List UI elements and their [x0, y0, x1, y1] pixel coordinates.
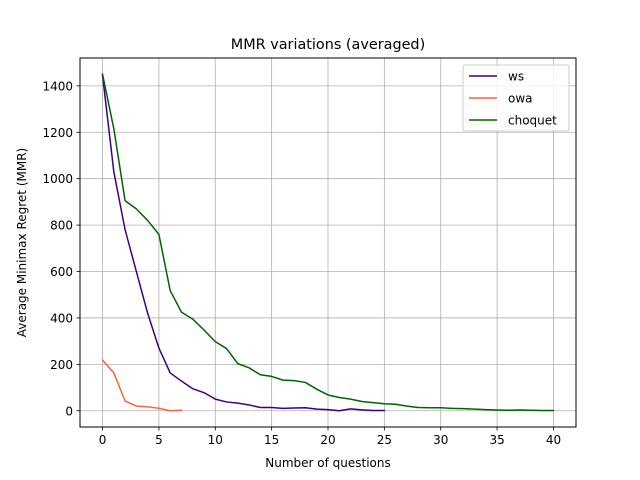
legend-label-owa: owa — [508, 92, 533, 106]
series-line-choquet — [101, 73, 555, 412]
y-tick-label: 1400 — [42, 79, 73, 93]
y-axis: 0 200 400 600 800 1000 1200 1400 — [42, 79, 80, 418]
y-tick-label: 0 — [65, 404, 73, 418]
y-tick-label: 1000 — [42, 172, 73, 186]
x-tick-label: 25 — [377, 433, 392, 447]
x-tick-label: 30 — [433, 433, 448, 447]
series-lines — [101, 73, 555, 412]
x-tick-label: 10 — [208, 433, 223, 447]
x-axis-title: Number of questions — [265, 456, 391, 470]
legend: ws owa choquet — [462, 64, 570, 132]
legend-label-ws: ws — [508, 70, 524, 84]
x-tick-label: 5 — [155, 433, 163, 447]
legend-label-choquet: choquet — [508, 114, 557, 128]
y-tick-label: 400 — [50, 311, 73, 325]
x-tick-label: 0 — [99, 433, 107, 447]
y-axis-title: Average Minimax Regret (MMR) — [15, 148, 29, 337]
x-tick-label: 35 — [489, 433, 504, 447]
series-line-ws — [101, 74, 386, 412]
x-axis: 0 5 10 15 20 25 30 35 40 — [99, 427, 561, 447]
x-tick-label: 20 — [320, 433, 335, 447]
chart-title: MMR variations (averaged) — [231, 37, 425, 53]
series-line-owa — [101, 359, 183, 412]
y-tick-label: 800 — [50, 219, 73, 233]
x-tick-label: 40 — [546, 433, 561, 447]
y-tick-label: 1200 — [42, 126, 73, 140]
y-tick-label: 600 — [50, 265, 73, 279]
y-tick-label: 200 — [50, 358, 73, 372]
legend-box — [462, 64, 570, 132]
x-tick-label: 15 — [264, 433, 279, 447]
